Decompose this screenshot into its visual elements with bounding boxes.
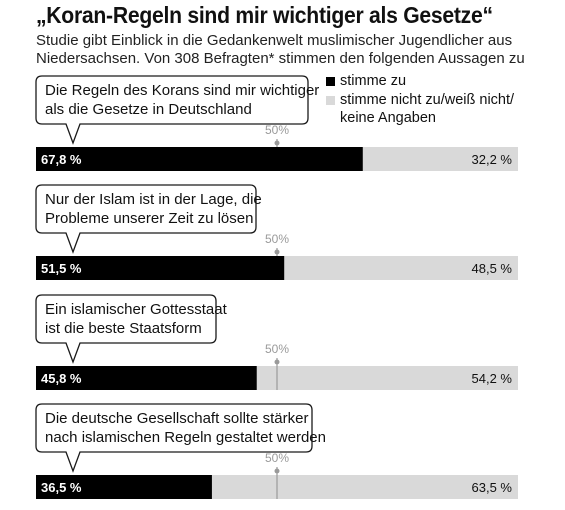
statement-text: Die deutsche Gesellschaft sollte stärker (45, 410, 308, 427)
statement-bubble (35, 403, 313, 473)
reference-label: 50% (265, 342, 289, 356)
statement-text: Nur der Islam ist in der Lage, die (45, 191, 262, 208)
bar-agree (36, 475, 212, 499)
value-label-disagree: 54,2 % (472, 371, 513, 386)
bar-disagree (362, 147, 518, 171)
bar-agree (36, 256, 285, 280)
value-label-agree: 45,8 % (41, 371, 82, 386)
chart-title: „Koran-Regeln sind mir wichtiger als Ges… (36, 2, 493, 28)
bar-disagree (256, 366, 518, 390)
reference-label: 50% (265, 451, 289, 465)
statement-bubble (35, 184, 257, 254)
chart-subtitle: Studie gibt Einblick in die Gedankenwelt… (36, 32, 525, 67)
statement-text: als die Gesetze in Deutschland (45, 101, 252, 118)
legend-label-agree: stimme zu (340, 73, 407, 89)
statement-bubble (35, 75, 309, 145)
statement-bubble (35, 294, 217, 364)
value-label-disagree: 32,2 % (472, 152, 513, 167)
bar-disagree (211, 475, 518, 499)
reference-label: 50% (265, 123, 289, 137)
legend: stimme zu stimme nicht zu/weiß nicht/ ke… (326, 72, 546, 128)
bar-disagree (284, 256, 518, 280)
reference-dot (274, 140, 280, 146)
statement-text: Die Regeln des Korans sind mir wichtiger (45, 82, 319, 99)
legend-swatch-disagree (326, 96, 335, 105)
reference-dot (274, 249, 280, 255)
value-label-disagree: 48,5 % (472, 261, 513, 276)
legend-label-disagree: stimme nicht zu/weiß nicht/ keine Angabe… (340, 92, 515, 126)
legend-swatch-agree (326, 77, 335, 86)
statement-text: ist die beste Staatsform (45, 320, 202, 337)
value-label-agree: 67,8 % (41, 152, 82, 167)
statement-text: Ein islamischer Gottesstaat (45, 301, 228, 318)
reference-dot (274, 468, 280, 474)
value-label-agree: 51,5 % (41, 261, 82, 276)
legend-item-agree: stimme zu (326, 72, 546, 90)
reference-label: 50% (265, 232, 289, 246)
value-label-disagree: 63,5 % (472, 480, 513, 495)
bar-agree (36, 366, 257, 390)
value-label-agree: 36,5 % (41, 480, 82, 495)
statement-text: Probleme unserer Zeit zu lösen (45, 210, 253, 227)
reference-dot (274, 359, 280, 365)
bar-agree (36, 147, 363, 171)
statement-text: nach islamischen Regeln gestaltet werden (45, 429, 326, 446)
legend-item-disagree: stimme nicht zu/weiß nicht/ keine Angabe… (326, 91, 546, 127)
